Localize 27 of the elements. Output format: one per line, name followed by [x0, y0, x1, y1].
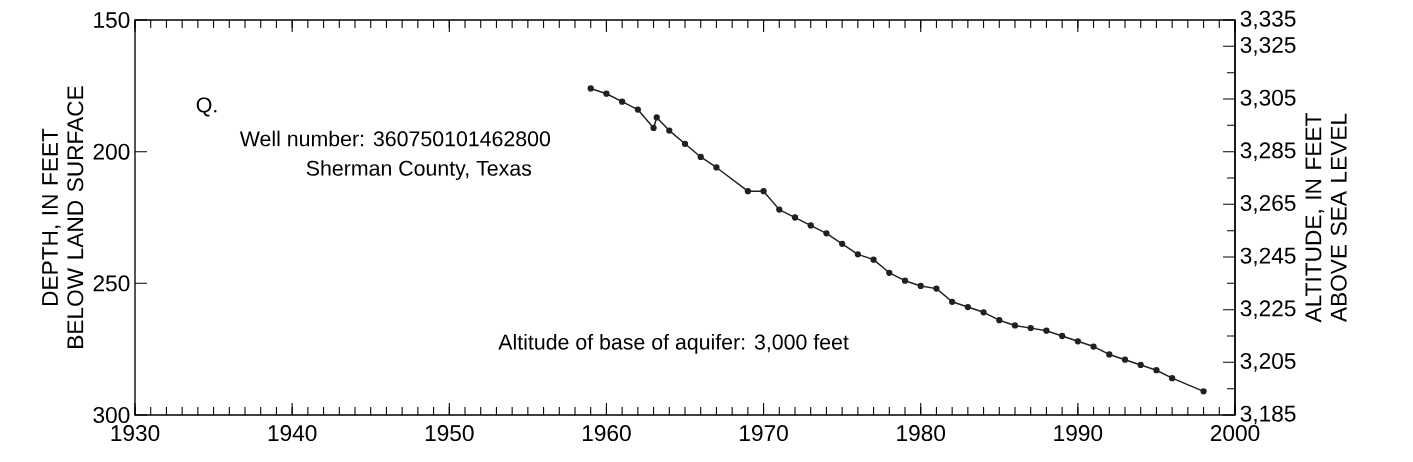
x-tick-label: 1960: [582, 425, 631, 442]
y2-axis-title: ALTITUDE, IN FEET ABOVE SEA LEVEL: [1305, 113, 1347, 323]
y2-tick-label: 3,265: [1240, 194, 1296, 214]
y-tick-label: 300: [93, 406, 130, 424]
y2-tick-label: 3,225: [1240, 300, 1296, 320]
y-tick-label: 200: [93, 143, 130, 160]
y-axis-title: DEPTH, IN FEET BELOW LAND SURFACE: [42, 86, 84, 348]
x-tick-label: 1930: [111, 425, 160, 442]
x-tick-label: 1990: [1054, 425, 1103, 442]
y-tick-label: 150: [94, 11, 130, 29]
annotation: Well number: 360750101462800: [239, 130, 551, 147]
x-tick-label: 1970: [740, 425, 788, 442]
y2-tick-label: 3,185: [1240, 405, 1296, 425]
y-tick-label: 250: [93, 275, 130, 292]
annotation: Altitude of base of aquifer: 3,000 feet: [498, 333, 849, 354]
y2-tick-label: 3,335: [1240, 10, 1296, 30]
y2-tick-label: 3,325: [1240, 36, 1296, 56]
x-tick-label: 1950: [425, 425, 474, 442]
annotation: Q.: [196, 97, 217, 117]
annotation: Sherman County, Texas: [306, 160, 532, 181]
y2-tick-label: 3,285: [1240, 142, 1296, 162]
x-tick-label: 2000: [1210, 425, 1260, 442]
x-tick-label: 1940: [268, 425, 317, 442]
y2-tick-label: 3,205: [1240, 352, 1296, 372]
y2-tick-label: 3,305: [1240, 89, 1296, 109]
y2-tick-label: 3,245: [1240, 247, 1296, 267]
x-tick-label: 1980: [897, 425, 946, 442]
